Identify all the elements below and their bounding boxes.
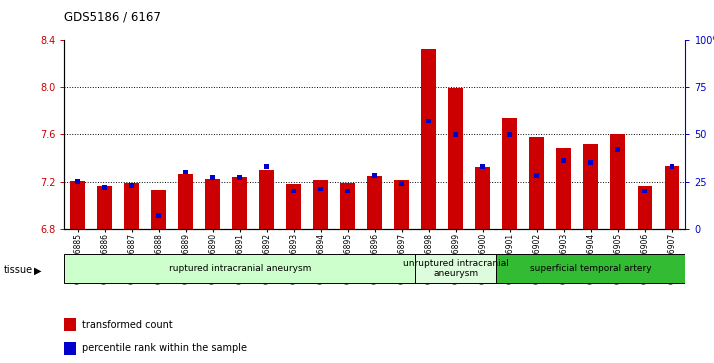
Bar	[496, 254, 685, 283]
Text: GDS5186 / 6167: GDS5186 / 6167	[64, 11, 161, 24]
Bar	[211, 175, 215, 180]
Bar	[503, 118, 518, 229]
Bar	[535, 174, 539, 178]
Bar	[508, 132, 513, 136]
Bar	[665, 166, 679, 229]
Text: ▶: ▶	[34, 265, 42, 276]
Bar	[318, 187, 323, 191]
Bar	[97, 186, 112, 229]
Bar	[643, 188, 648, 193]
Bar	[448, 88, 463, 229]
Text: percentile rank within the sample: percentile rank within the sample	[82, 343, 247, 354]
Bar	[615, 147, 620, 152]
Bar	[156, 213, 161, 218]
Bar	[259, 170, 274, 229]
Bar	[556, 148, 571, 229]
Bar	[291, 188, 296, 193]
Bar	[151, 190, 166, 229]
Bar	[399, 181, 404, 186]
Bar	[76, 179, 80, 184]
Bar	[373, 174, 377, 178]
Bar	[481, 164, 486, 169]
Bar	[64, 254, 416, 283]
Bar	[394, 180, 409, 229]
Bar	[453, 132, 458, 136]
Bar	[71, 182, 85, 229]
Bar	[124, 183, 139, 229]
Bar	[286, 184, 301, 229]
Bar	[561, 158, 566, 163]
Bar	[421, 49, 436, 229]
Bar	[178, 174, 193, 229]
Bar	[183, 170, 188, 174]
Bar	[264, 164, 269, 169]
Bar	[368, 176, 382, 229]
Text: tissue: tissue	[4, 265, 33, 276]
Bar	[341, 183, 356, 229]
Bar	[638, 186, 653, 229]
Bar	[313, 180, 328, 229]
Text: transformed count: transformed count	[82, 320, 173, 330]
Bar	[102, 185, 107, 189]
Bar	[530, 136, 544, 229]
Bar	[583, 144, 598, 229]
Bar	[476, 167, 491, 229]
Text: unruptured intracranial
aneurysm: unruptured intracranial aneurysm	[403, 259, 509, 278]
Bar	[129, 183, 134, 188]
Bar	[610, 134, 625, 229]
Bar	[346, 188, 351, 193]
Bar	[426, 119, 431, 123]
Text: ruptured intracranial aneurysm: ruptured intracranial aneurysm	[169, 264, 311, 273]
Bar	[232, 177, 247, 229]
Bar	[588, 160, 593, 165]
Text: superficial temporal artery: superficial temporal artery	[530, 264, 652, 273]
Bar	[237, 175, 242, 180]
Bar	[670, 164, 674, 169]
Bar	[416, 254, 496, 283]
Bar	[206, 179, 220, 229]
